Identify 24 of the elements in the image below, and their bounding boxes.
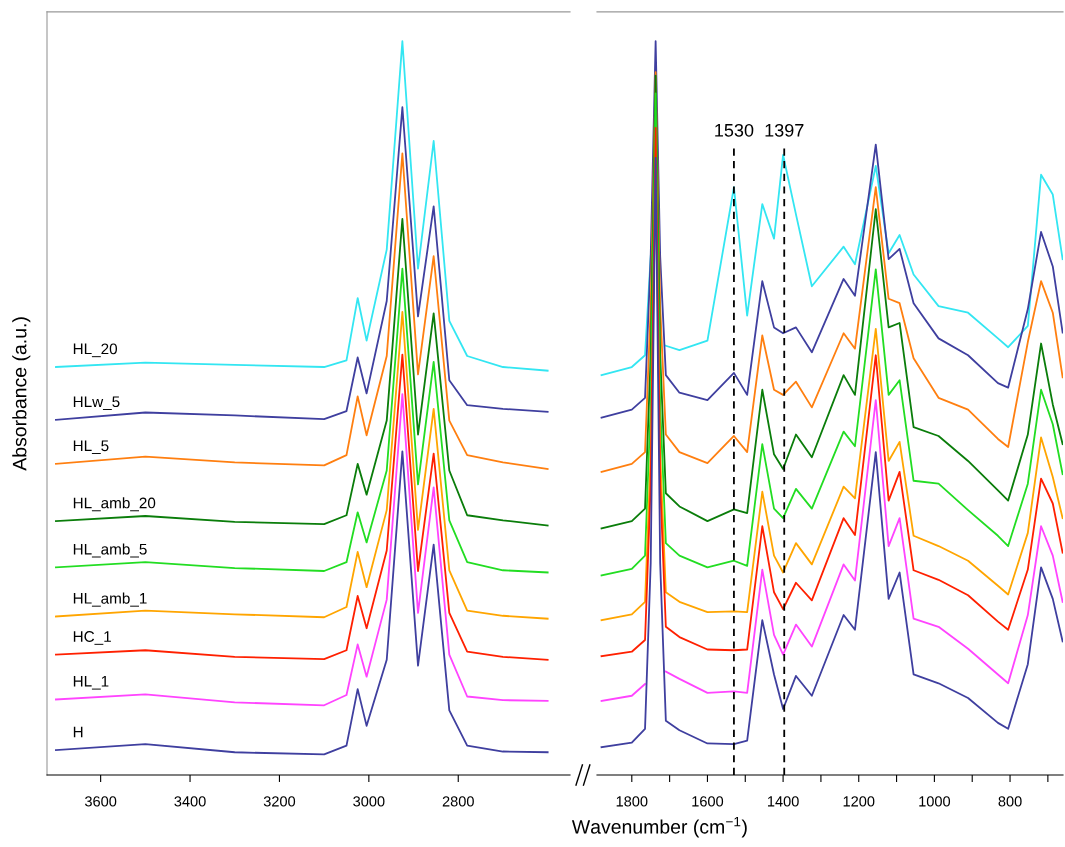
series-label: HL_amb_1 [73,592,147,607]
series-label: HL_1 [73,676,109,690]
x-tick-label: 1400 [767,796,799,807]
x-tick-label: 3000 [353,796,385,807]
x-tick-label: 3600 [84,796,117,807]
x-tick-label: 1600 [692,796,724,807]
x-tick-label: 800 [998,796,1022,807]
series-label: HL_5 [73,440,109,455]
x-tick-label: 3400 [174,796,206,807]
x-tick-label: 2800 [442,796,474,807]
series-label: HL_amb_20 [73,497,156,512]
y-axis-title: Absorbance (a.u.) [12,317,31,471]
series-label: HL_20 [73,343,118,358]
series-label: H [73,726,83,738]
x-axis-title: Wavenumber (cm$^{−1}$) [571,816,747,838]
x-tick-label: 1200 [843,796,875,807]
series-label: HC_1 [73,631,111,645]
ref-line-label: 1530 [715,123,754,137]
ref-line-label: 1397 [765,123,804,137]
x-tick-label: 1800 [616,796,648,807]
series-label: HL_amb_5 [73,543,147,558]
x-tick-label: 1000 [919,796,951,807]
x-tick-label: 3200 [263,796,296,807]
series-label: HLw_5 [73,396,120,410]
